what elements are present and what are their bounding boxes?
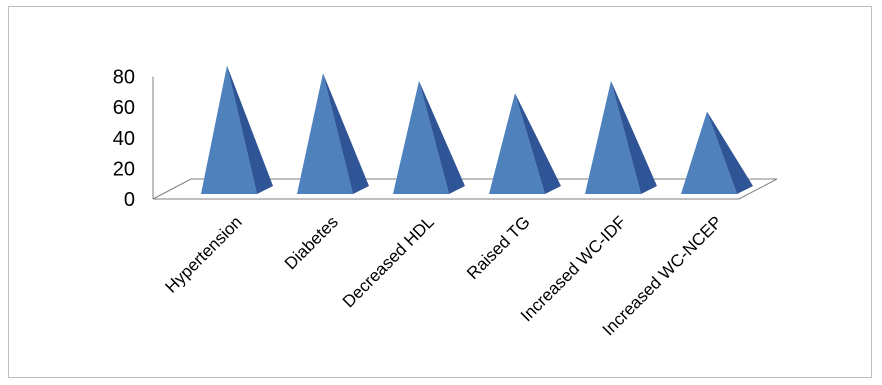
pyramid-front-face — [681, 111, 737, 194]
pyramid-front-face — [201, 65, 257, 194]
pyramid-side-face — [611, 80, 657, 194]
y-tick-label: 60 — [113, 97, 135, 119]
category-label: Decreased HDL — [339, 212, 438, 311]
pyramid-front-face — [393, 80, 449, 194]
pyramid-side-face — [419, 80, 465, 194]
pyramid-side-face — [707, 111, 753, 194]
pyramid-bars — [201, 65, 753, 194]
y-tick-label: 20 — [113, 158, 135, 180]
pyramid-side-face — [515, 93, 561, 194]
pyramid-front-face — [489, 93, 545, 194]
pyramid-front-face — [297, 73, 353, 194]
y-tick-label: 0 — [124, 189, 135, 211]
pyramid-side-face — [323, 73, 369, 194]
floor-plane — [152, 178, 778, 200]
pyramid-chart: 0 20 40 60 80 Hypertension DiabetesDecreased … — [113, 65, 778, 339]
pyramid-side-face — [227, 65, 273, 194]
y-tick-label: 40 — [113, 128, 135, 150]
y-tick-labels: 0 20 40 60 80 — [113, 67, 135, 211]
chart-floor — [152, 178, 778, 200]
pyramid-front-face — [585, 80, 641, 194]
category-label: Hypertension — [162, 212, 246, 296]
category-label: Increased WC-IDF — [517, 212, 630, 325]
category-label: Diabetes — [281, 212, 342, 273]
category-label: Raised TG — [463, 212, 534, 283]
chart-frame: 0 20 40 60 80 Hypertension Diabetes Decreased … — [8, 6, 872, 378]
y-tick-label: 80 — [113, 67, 135, 89]
